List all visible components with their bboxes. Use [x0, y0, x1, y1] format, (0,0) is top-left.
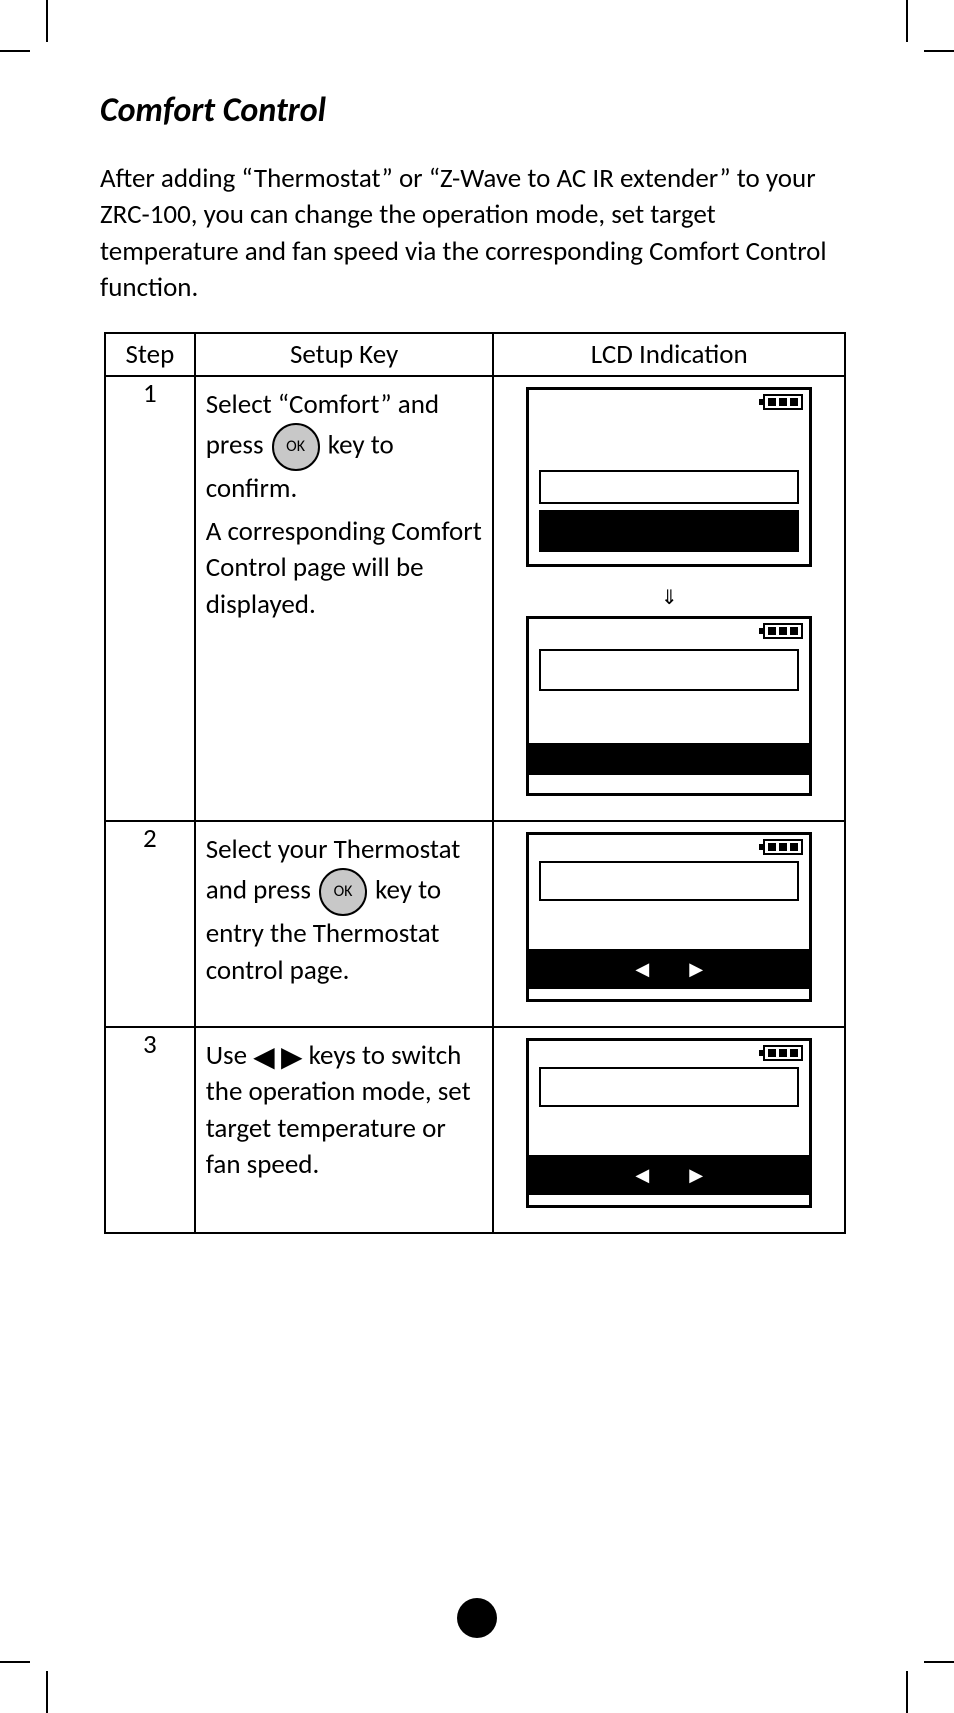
lcd-row-empty: [539, 861, 799, 901]
key-text: Select “Comfort” and press: [206, 388, 439, 462]
setup-key-cell: Use ◀ ▶ keys to switch the operation mod…: [195, 1027, 494, 1233]
step-number: 2: [105, 821, 195, 1027]
nav-arrows-icon: ◀▶: [529, 958, 809, 980]
table-row: 3 Use ◀ ▶ keys to switch the operation m…: [105, 1027, 845, 1233]
lcd-cell: ⇓: [493, 376, 845, 821]
left-right-arrow-icon: ◀ ▶: [253, 1043, 302, 1071]
battery-icon: [763, 394, 803, 410]
key-text: A corresponding Comfort Control page wil…: [206, 514, 483, 623]
crop-mark: [46, 0, 48, 42]
instruction-table: Step Setup Key LCD Indication 1 Select “…: [104, 332, 846, 1234]
table-row: 2 Select your Thermostat and press OK ke…: [105, 821, 845, 1027]
step-number: 3: [105, 1027, 195, 1233]
lcd-nav-bar: ◀▶: [529, 1155, 809, 1195]
crop-mark: [906, 1671, 908, 1713]
battery-icon: [763, 623, 803, 639]
battery-icon: [763, 839, 803, 855]
crop-mark: [46, 1671, 48, 1713]
lcd-row-empty: [539, 649, 799, 691]
lcd-screen: [526, 387, 812, 567]
nav-arrows-icon: ◀▶: [529, 1164, 809, 1186]
page-number-dot: [457, 1598, 497, 1638]
lcd-cell: ◀▶: [493, 1027, 845, 1233]
setup-key-cell: Select your Thermostat and press OK key …: [195, 821, 494, 1027]
lcd-nav-bar: ◀▶: [529, 949, 809, 989]
crop-mark: [906, 0, 908, 42]
table-header-row: Step Setup Key LCD Indication: [105, 333, 845, 376]
header-setup-key: Setup Key: [195, 333, 494, 376]
crop-mark: [0, 50, 30, 52]
lcd-row-selected: [539, 510, 799, 552]
crop-mark: [924, 1661, 954, 1663]
ok-button-icon: OK: [272, 423, 320, 471]
battery-icon: [763, 1045, 803, 1061]
lcd-screen: [526, 616, 812, 796]
crop-mark: [0, 1661, 30, 1663]
lcd-bottom-bar: [529, 743, 809, 775]
lcd-row-empty: [539, 1067, 799, 1107]
header-step: Step: [105, 333, 195, 376]
header-lcd: LCD Indication: [493, 333, 845, 376]
key-text: Use: [206, 1039, 253, 1072]
intro-paragraph: After adding “Thermostat” or “Z-Wave to …: [100, 161, 854, 307]
lcd-cell: ◀▶: [493, 821, 845, 1027]
step-number: 1: [105, 376, 195, 821]
page-content: Comfort Control After adding “Thermostat…: [100, 90, 854, 1234]
ok-button-icon: OK: [319, 868, 367, 916]
down-arrow-icon: ⇓: [502, 585, 836, 610]
lcd-screen: ◀▶: [526, 1038, 812, 1208]
lcd-screen: ◀▶: [526, 832, 812, 1002]
table-row: 1 Select “Comfort” and press OK key to c…: [105, 376, 845, 821]
lcd-row-empty: [539, 470, 799, 504]
setup-key-cell: Select “Comfort” and press OK key to con…: [195, 376, 494, 821]
crop-mark: [924, 50, 954, 52]
section-title: Comfort Control: [100, 90, 854, 131]
